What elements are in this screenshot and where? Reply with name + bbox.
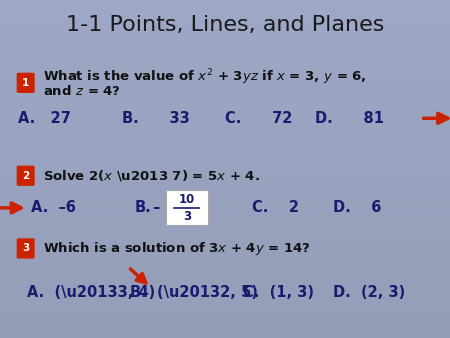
FancyBboxPatch shape: [166, 190, 208, 225]
Text: 1: 1: [22, 78, 29, 88]
FancyBboxPatch shape: [17, 73, 35, 93]
Text: and $z$ = 4?: and $z$ = 4?: [43, 84, 121, 98]
Text: D.  (2, 3): D. (2, 3): [333, 285, 405, 300]
Text: –: –: [153, 200, 160, 215]
Text: C.  (1, 3): C. (1, 3): [243, 285, 314, 300]
Text: A.  –6: A. –6: [31, 200, 76, 215]
Text: D.    6: D. 6: [333, 200, 382, 215]
Text: 10: 10: [179, 193, 195, 206]
Text: B.      33: B. 33: [122, 111, 189, 126]
Text: B.  (\u20132, 5): B. (\u20132, 5): [130, 285, 258, 300]
Text: A.  (\u20133, 4): A. (\u20133, 4): [27, 285, 155, 300]
Text: C.      72: C. 72: [225, 111, 292, 126]
Text: 1-1 Points, Lines, and Planes: 1-1 Points, Lines, and Planes: [66, 15, 384, 35]
Text: 3: 3: [22, 243, 29, 254]
Text: What is the value of $x^2$ + 3$yz$ if $x$ = 3, $y$ = 6,: What is the value of $x^2$ + 3$yz$ if $x…: [43, 67, 366, 87]
Text: Which is a solution of 3$x$ + 4$y$ = 14?: Which is a solution of 3$x$ + 4$y$ = 14?: [43, 240, 310, 257]
Text: D.      81: D. 81: [315, 111, 384, 126]
FancyBboxPatch shape: [17, 238, 35, 259]
Text: 2: 2: [22, 171, 29, 181]
Text: C.    2: C. 2: [252, 200, 299, 215]
Text: B.: B.: [135, 200, 152, 215]
Text: 3: 3: [183, 210, 191, 223]
Text: A.   27: A. 27: [18, 111, 71, 126]
Text: Solve 2($x$ \u2013 7) = 5$x$ + 4.: Solve 2($x$ \u2013 7) = 5$x$ + 4.: [43, 168, 260, 183]
FancyBboxPatch shape: [17, 166, 35, 186]
